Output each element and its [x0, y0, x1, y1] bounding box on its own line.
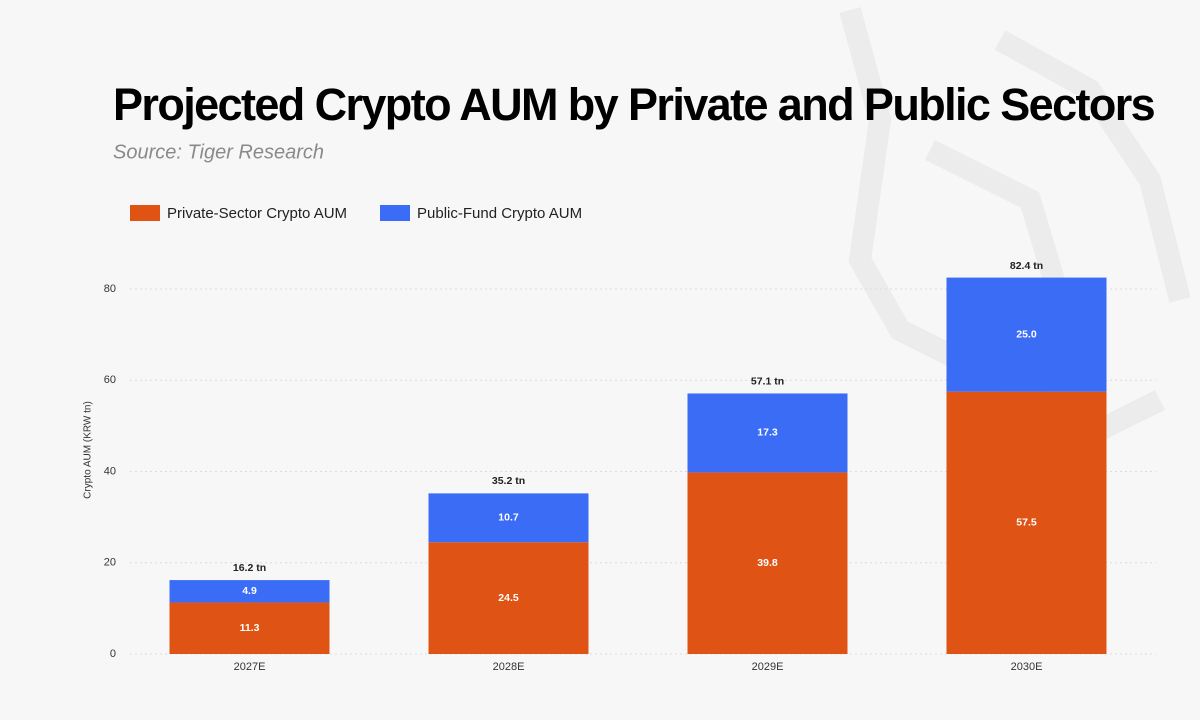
value-label: 24.5 — [498, 592, 519, 604]
value-label: 10.7 — [498, 512, 519, 524]
total-label: 82.4 tn — [1010, 260, 1043, 272]
bar-segment — [428, 493, 589, 543]
bar-segment — [169, 580, 330, 603]
value-label: 57.5 — [1016, 517, 1037, 529]
y-tick-label: 40 — [104, 465, 116, 477]
y-tick-label: 60 — [104, 374, 116, 386]
y-tick-label: 20 — [104, 557, 116, 569]
chart-title: Projected Crypto AUM by Private and Publ… — [113, 79, 1155, 130]
bar-segment — [946, 391, 1107, 654]
legend-label: Private-Sector Crypto AUM — [167, 205, 347, 222]
value-label: 39.8 — [757, 557, 778, 569]
legend-label: Public-Fund Crypto AUM — [417, 205, 582, 222]
bar-segment — [428, 542, 589, 654]
x-tick-label: 2029E — [752, 661, 784, 673]
y-tick-label: 80 — [104, 283, 116, 295]
value-label: 17.3 — [757, 427, 778, 439]
bar-segment — [687, 472, 848, 654]
x-tick-label: 2028E — [493, 661, 525, 673]
value-label: 11.3 — [240, 622, 260, 634]
bar-segment — [946, 277, 1107, 392]
bar-segment — [169, 602, 330, 654]
x-tick-label: 2030E — [1011, 661, 1043, 673]
bar-segment — [687, 393, 848, 473]
legend-swatch — [130, 205, 160, 221]
legend-swatch — [380, 205, 410, 221]
y-axis-label: Crypto AUM (KRW tn) — [83, 401, 94, 499]
total-label: 16.2 tn — [233, 562, 266, 574]
value-label: 4.9 — [242, 585, 257, 597]
y-tick-label: 0 — [110, 648, 116, 660]
x-tick-label: 2027E — [234, 661, 266, 673]
total-label: 57.1 tn — [751, 375, 784, 387]
chart-subtitle: Source: Tiger Research — [113, 141, 324, 163]
value-label: 25.0 — [1016, 328, 1037, 340]
total-label: 35.2 tn — [492, 475, 525, 487]
